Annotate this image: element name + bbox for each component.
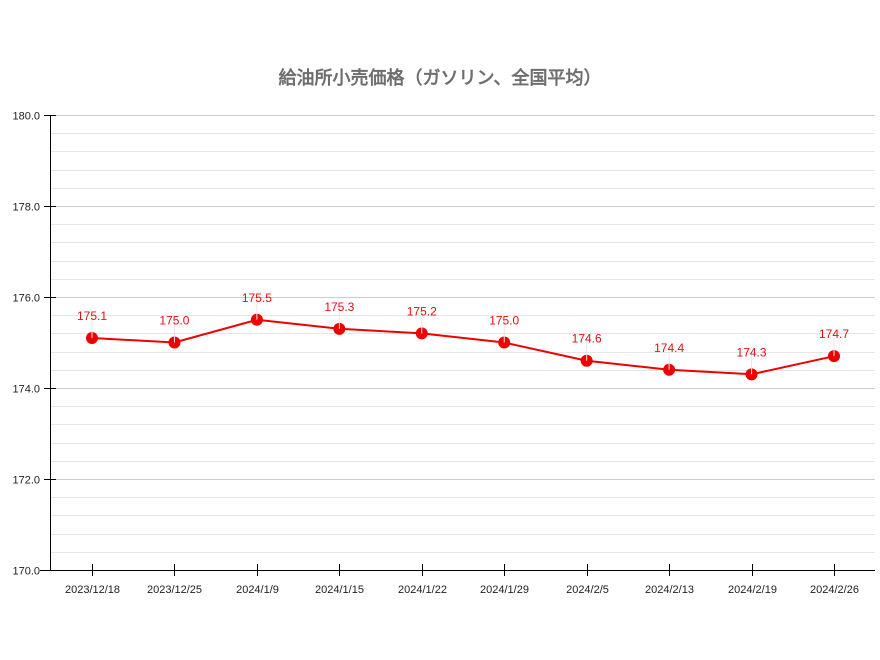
x-tick-label: 2024/2/13 — [645, 584, 694, 596]
x-tick-label: 2024/1/9 — [236, 584, 279, 596]
data-label: 175.1 — [77, 309, 107, 323]
x-tick-label: 2024/2/19 — [728, 584, 777, 596]
y-tick-label: 176.0 — [12, 293, 40, 305]
x-tick-label: 2023/12/18 — [65, 584, 120, 596]
series-line — [86, 313, 840, 381]
data-label: 175.0 — [159, 314, 189, 328]
x-tick-label: 2024/1/22 — [398, 584, 447, 596]
x-tick-label: 2023/12/25 — [147, 584, 202, 596]
data-label: 175.2 — [407, 304, 437, 318]
grid-lines — [50, 115, 875, 553]
y-tick-label: 172.0 — [12, 475, 40, 487]
data-label: 175.5 — [242, 291, 272, 305]
y-tick-label: 180.0 — [12, 111, 40, 123]
data-label: 175.3 — [324, 300, 354, 314]
data-label: 174.3 — [737, 345, 767, 359]
chart-title: 給油所小売価格（ガソリン、全国平均） — [278, 68, 602, 89]
x-tick-label: 2024/2/5 — [566, 584, 609, 596]
data-label: 175.0 — [489, 314, 519, 328]
x-tick-label: 2024/1/29 — [480, 584, 529, 596]
x-axis-ticks: 2023/12/18 2023/12/25 2024/1/9 2024/1/15 202… — [65, 564, 859, 596]
x-tick-label: 2024/2/26 — [810, 584, 859, 596]
y-tick-label: 174.0 — [12, 384, 40, 396]
data-label: 174.6 — [572, 332, 602, 346]
y-tick-label: 170.0 — [12, 566, 40, 578]
series-polyline — [91, 318, 835, 376]
y-axis-ticks: 180.0 178.0 176.0 174.0 172.0 170.0 — [12, 111, 56, 578]
data-labels: 175.1 175.0 175.5 175.3 175.2 175.0 174.6 174.4… — [77, 291, 849, 375]
y-tick-label: 178.0 — [12, 202, 40, 214]
x-tick-label: 2024/1/15 — [315, 584, 364, 596]
data-label: 174.7 — [819, 327, 849, 341]
axes — [40, 115, 875, 571]
data-label: 174.4 — [654, 341, 684, 355]
